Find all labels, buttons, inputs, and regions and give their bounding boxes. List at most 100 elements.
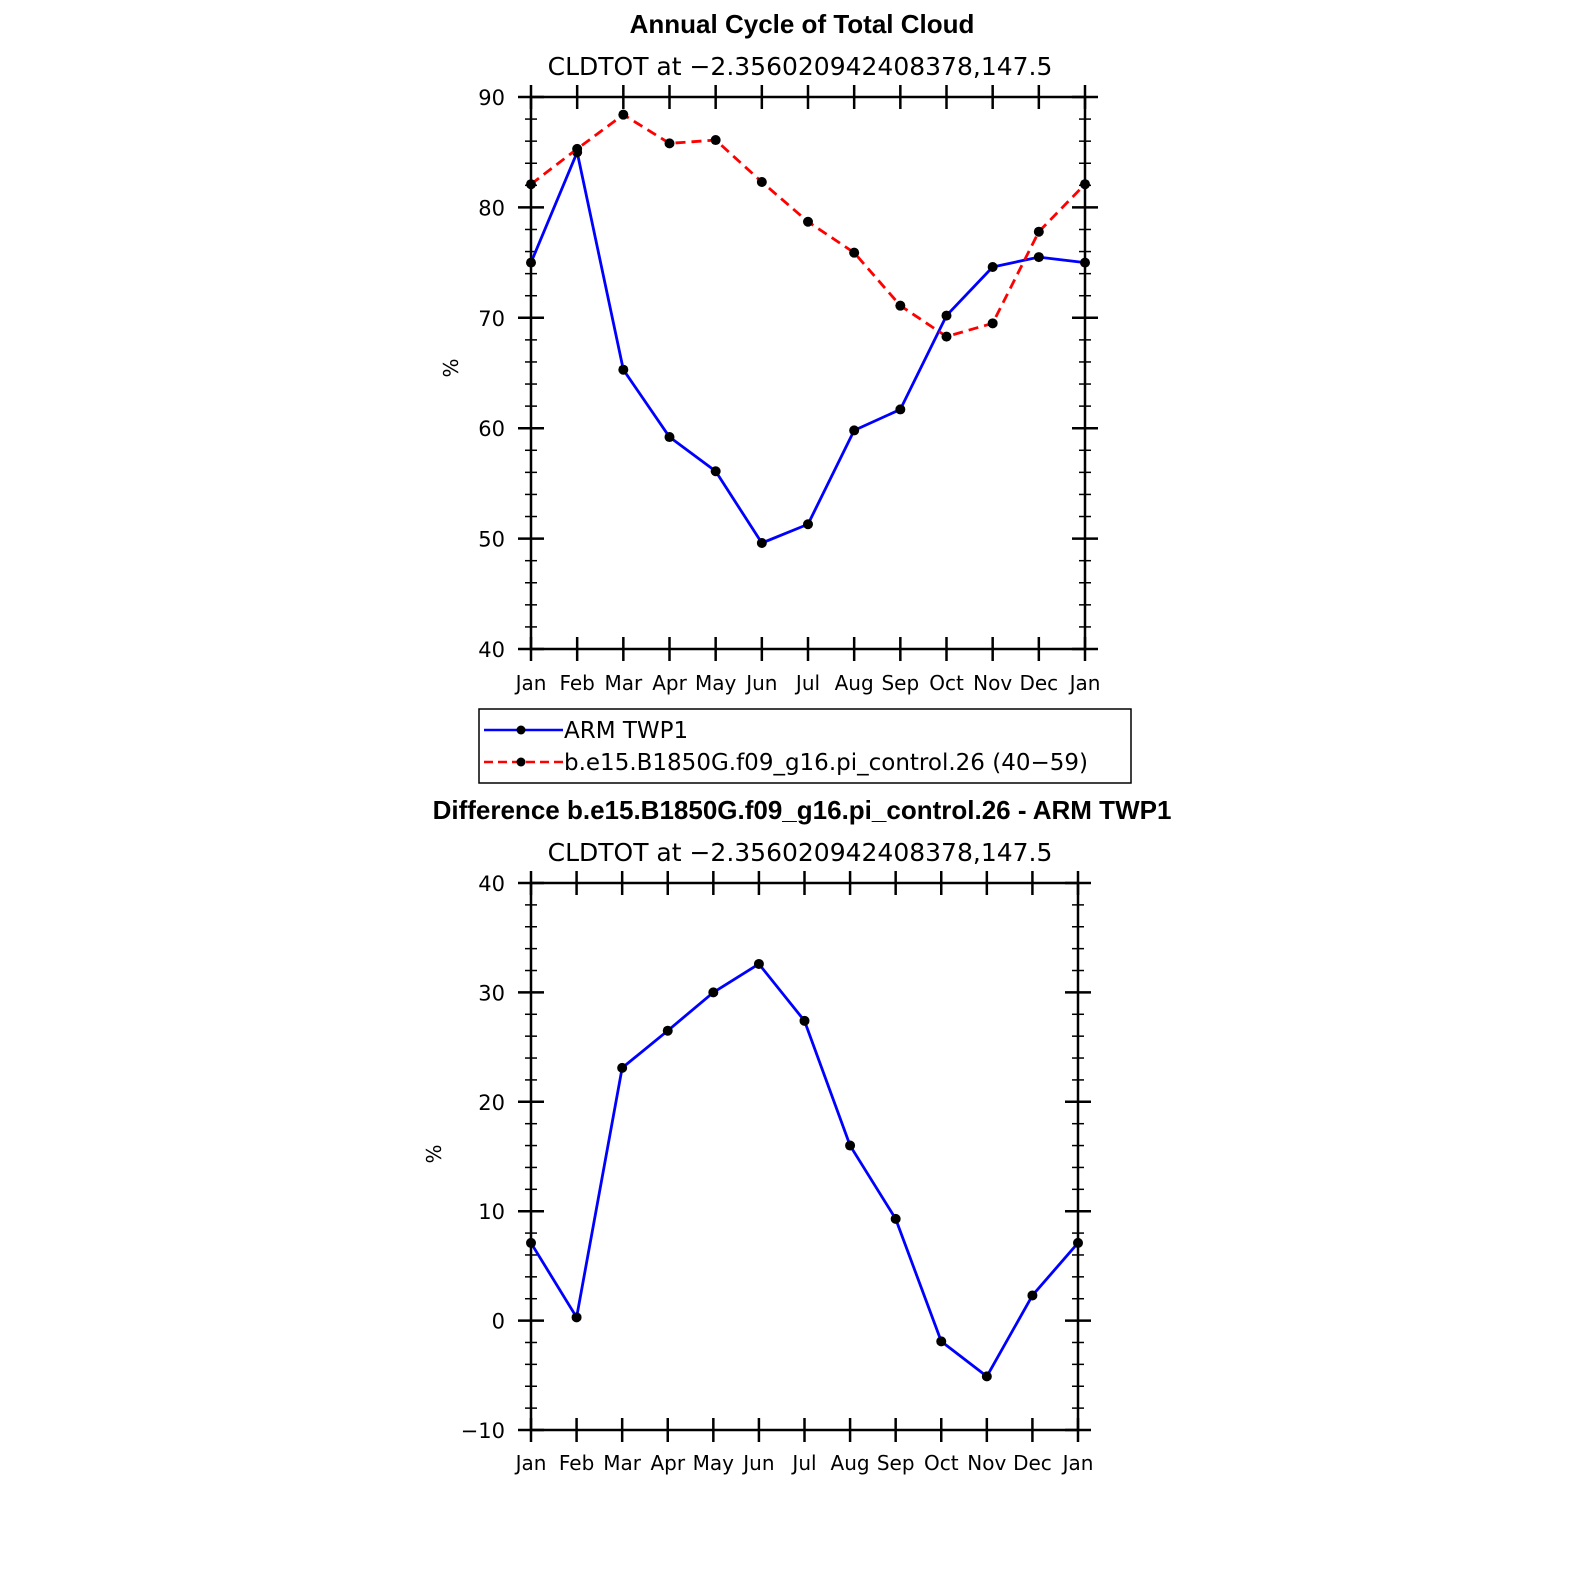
data-point <box>936 1336 947 1347</box>
data-point <box>1080 257 1090 268</box>
data-point <box>756 177 767 188</box>
x-tick-label: Feb <box>559 1451 594 1475</box>
legend-entry-model: b.e15.B1850G.f09_g16.pi_control.26 (40−5… <box>484 750 1088 776</box>
data-point <box>617 1062 628 1073</box>
data-point <box>803 519 813 530</box>
x-tick-label: Mar <box>604 671 643 695</box>
data-point <box>664 138 675 149</box>
difference-chart: Difference b.e15.B1850G.f09_g16.pi_contr… <box>422 795 1171 1475</box>
x-axis-ticks: Jan Feb Mar Apr May Jun Jul Aug Sep Oct Nov Dec Jan <box>514 85 1101 695</box>
data-point <box>799 1015 810 1026</box>
y-tick-label: 80 <box>478 196 505 220</box>
data-series <box>526 958 1083 1382</box>
y-tick-label: 90 <box>478 86 505 110</box>
data-point <box>526 179 536 190</box>
x-tick-label: Nov <box>973 671 1012 695</box>
x-tick-label: Oct <box>929 671 964 695</box>
x-tick-label: Mar <box>603 1451 642 1475</box>
x-tick-label: Jul <box>794 671 820 695</box>
data-series <box>526 109 1090 549</box>
chart-title: Annual Cycle of Total Cloud <box>630 9 975 39</box>
y-tick-label: 40 <box>478 638 505 662</box>
data-point <box>1073 1237 1083 1248</box>
x-tick-label: Jul <box>790 1451 816 1475</box>
x-tick-label: Aug <box>835 671 874 695</box>
y-tick-label: 50 <box>478 528 505 552</box>
data-point <box>664 432 675 443</box>
legend-label-model: b.e15.B1850G.f09_g16.pi_control.26 (40−5… <box>564 750 1088 776</box>
data-point <box>895 404 906 415</box>
x-axis-ticks: Jan Feb Mar Apr May Jun Jul Aug Sep Oct Nov Dec Jan <box>514 871 1094 1475</box>
data-point <box>1080 179 1090 190</box>
legend-marker-model <box>516 757 526 767</box>
data-point <box>987 318 998 329</box>
x-tick-label: Apr <box>652 671 687 695</box>
data-point <box>618 364 629 375</box>
y-tick-label: 20 <box>478 1091 505 1115</box>
x-tick-label: Sep <box>877 1451 915 1475</box>
data-point <box>662 1025 673 1036</box>
data-point <box>803 216 813 227</box>
data-point <box>710 135 721 146</box>
x-tick-label: Sep <box>881 671 919 695</box>
x-tick-label: Jun <box>744 671 777 695</box>
x-tick-label: Jan <box>514 1451 547 1475</box>
y-axis-label: % <box>422 1144 446 1163</box>
data-point <box>895 300 906 311</box>
y-tick-label: 60 <box>478 417 505 441</box>
y-tick-label: 30 <box>478 981 505 1005</box>
x-tick-label: Dec <box>1013 1451 1052 1475</box>
data-point <box>1033 252 1044 263</box>
chart-subtitle: CLDTOT at −2.356020942408378,147.5 <box>548 52 1053 81</box>
data-point <box>849 247 860 258</box>
y-tick-label: 10 <box>478 1200 505 1224</box>
legend-label-arm: ARM TWP1 <box>564 718 688 744</box>
data-point <box>710 466 721 477</box>
data-point <box>845 1140 856 1151</box>
data-point <box>987 262 998 273</box>
data-point <box>753 958 764 969</box>
y-tick-label: −10 <box>461 1419 505 1443</box>
data-point <box>941 331 952 342</box>
x-tick-label: May <box>693 1451 735 1475</box>
x-tick-label: Jun <box>741 1451 774 1475</box>
chart-title: Difference b.e15.B1850G.f09_g16.pi_contr… <box>433 795 1172 825</box>
y-axis-ticks: 40 50 60 70 80 90 <box>478 86 1098 662</box>
y-tick-label: 0 <box>492 1310 505 1334</box>
data-point <box>1027 1290 1038 1301</box>
data-point <box>1033 226 1044 237</box>
y-axis-label: % <box>439 358 463 377</box>
data-point <box>981 1371 992 1382</box>
data-point <box>526 257 536 268</box>
data-point <box>572 143 583 154</box>
data-point <box>526 1237 536 1248</box>
legend: ARM TWP1 b.e15.B1850G.f09_g16.pi_control… <box>478 708 1132 784</box>
plot-border <box>529 881 1080 1432</box>
x-tick-label: Nov <box>967 1451 1006 1475</box>
series-line-0 <box>529 150 1086 545</box>
x-tick-label: Apr <box>650 1451 685 1475</box>
x-tick-label: May <box>695 671 737 695</box>
legend-box <box>478 708 1132 784</box>
x-tick-label: Jan <box>514 671 547 695</box>
data-point <box>890 1213 901 1224</box>
data-point <box>571 1312 582 1323</box>
plot-frame <box>529 881 1080 1432</box>
y-tick-label: 40 <box>478 872 505 896</box>
plot-border <box>529 95 1087 651</box>
x-tick-label: Oct <box>924 1451 959 1475</box>
data-point <box>708 987 719 998</box>
data-point <box>849 425 860 436</box>
x-tick-label: Jan <box>1061 1451 1094 1475</box>
data-point <box>756 538 767 549</box>
chart-subtitle: CLDTOT at −2.356020942408378,147.5 <box>548 838 1053 867</box>
data-point <box>618 109 629 120</box>
legend-marker-arm <box>516 725 526 735</box>
x-tick-label: Jan <box>1068 671 1101 695</box>
y-tick-label: 70 <box>478 307 505 331</box>
x-tick-label: Dec <box>1019 671 1058 695</box>
data-point <box>941 310 952 321</box>
annual-cycle-chart: Annual Cycle of Total Cloud CLDTOT at −2… <box>439 9 1100 695</box>
plot-frame <box>529 95 1087 651</box>
